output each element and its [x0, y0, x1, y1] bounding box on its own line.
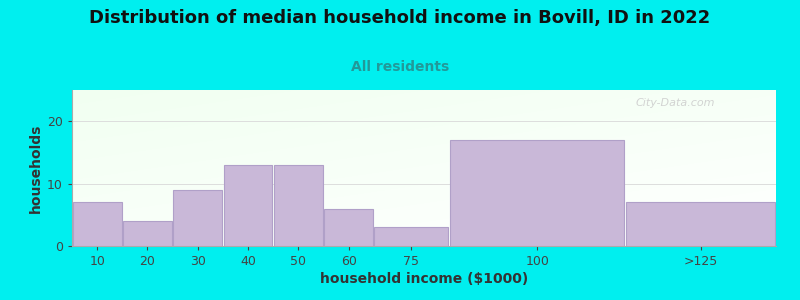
Bar	[123, 221, 172, 246]
Bar	[224, 165, 272, 246]
Bar	[73, 202, 122, 246]
Bar	[626, 202, 775, 246]
Bar	[374, 227, 448, 246]
Text: Distribution of median household income in Bovill, ID in 2022: Distribution of median household income …	[90, 9, 710, 27]
Bar	[324, 208, 373, 246]
Text: All residents: All residents	[351, 60, 449, 74]
Bar	[174, 190, 222, 246]
Y-axis label: households: households	[29, 123, 43, 213]
Bar	[274, 165, 322, 246]
Text: City-Data.com: City-Data.com	[635, 98, 714, 108]
Bar	[450, 140, 624, 246]
X-axis label: household income ($1000): household income ($1000)	[320, 272, 528, 286]
